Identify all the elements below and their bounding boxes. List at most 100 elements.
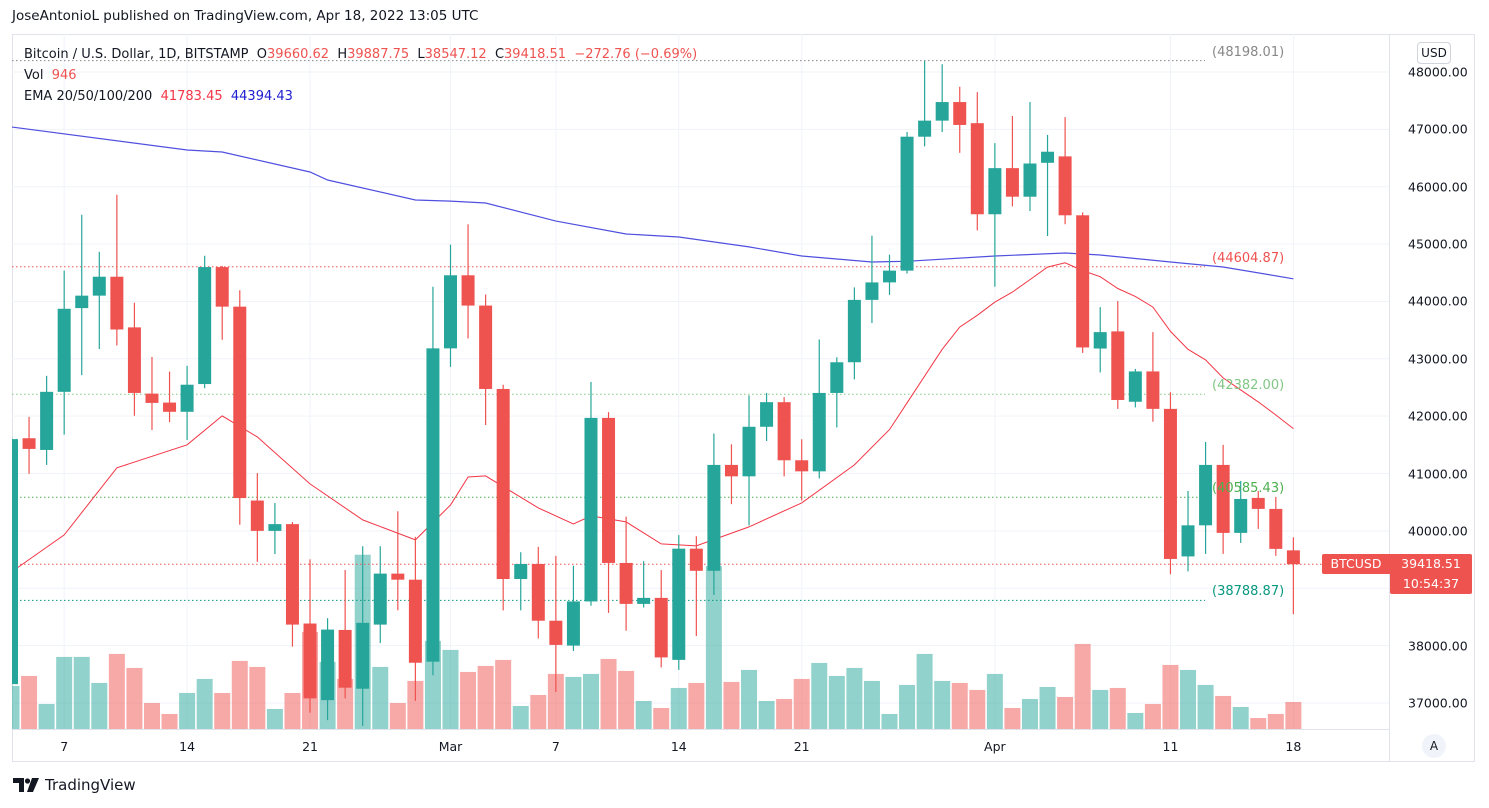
candle-body — [461, 275, 475, 306]
candle-body — [180, 384, 194, 412]
candle — [338, 570, 352, 699]
volume-bar — [1127, 712, 1144, 729]
auto-scale-button[interactable]: A — [1422, 734, 1446, 758]
candle-body — [1146, 371, 1160, 409]
time-tick-label: Apr — [984, 739, 1006, 754]
candle-body — [830, 362, 844, 393]
candle — [795, 439, 809, 501]
price-tick-label: 46000.00 — [1408, 179, 1468, 195]
candle — [356, 546, 370, 726]
candle — [444, 244, 457, 367]
candle-body — [215, 267, 229, 307]
candle-body — [1093, 332, 1107, 349]
candle — [233, 290, 247, 525]
candle — [22, 416, 36, 474]
volume-bar — [12, 685, 20, 729]
volume-legend: Vol 946 — [24, 65, 697, 86]
candle — [1269, 496, 1283, 556]
volume-bar — [56, 656, 73, 729]
volume-bar — [143, 702, 160, 729]
publish-info: JoseAntonioL published on TradingView.co… — [12, 8, 479, 24]
volume-bar — [565, 676, 582, 729]
volume-bar — [723, 681, 740, 729]
candle-body — [689, 548, 703, 571]
candle-body — [268, 524, 282, 531]
volume-bar — [1162, 664, 1179, 729]
volume-bar — [1004, 707, 1021, 729]
volume-bar — [249, 666, 266, 729]
candle — [163, 371, 177, 423]
candle — [496, 384, 510, 611]
time-tick-label: 14 — [670, 739, 687, 754]
candle — [250, 473, 264, 562]
candle-body — [321, 629, 335, 701]
currency-button[interactable]: USD — [1417, 42, 1451, 64]
volume-bar — [179, 692, 196, 729]
candle-body — [127, 327, 141, 393]
candle — [268, 503, 282, 555]
candle-body — [92, 276, 106, 296]
volume-bar — [512, 705, 529, 729]
candle — [12, 436, 18, 692]
time-tick-label: 7 — [60, 739, 69, 754]
candle-body — [1199, 464, 1213, 526]
candle-body — [935, 102, 949, 121]
candle-body — [57, 308, 71, 392]
candle — [549, 555, 563, 692]
volume-bar — [424, 640, 441, 729]
volume-bar — [389, 702, 406, 729]
candle — [918, 60, 932, 147]
candle-body — [549, 620, 563, 645]
price-level-label: (44604.87) — [1212, 250, 1285, 266]
candle — [1023, 102, 1037, 212]
candle-body — [1234, 498, 1248, 533]
candle — [988, 143, 1002, 287]
candle-body — [654, 597, 668, 658]
footer: TradingView — [13, 776, 136, 794]
candle — [1199, 441, 1213, 554]
volume-bar — [161, 713, 178, 729]
time-axis[interactable]: 7 14 21 Mar 7 14 21 Apr 11 18 — [12, 729, 1389, 763]
volume-bar — [1092, 689, 1109, 729]
price-chart[interactable] — [12, 34, 1389, 729]
time-tick-label: 18 — [1285, 739, 1302, 754]
candle — [900, 132, 914, 274]
candle — [1234, 480, 1248, 543]
candle-body — [163, 402, 177, 412]
time-tick-label: 14 — [179, 739, 196, 754]
volume-bar — [1285, 701, 1302, 729]
candle-body — [566, 601, 580, 646]
gridlines — [12, 34, 1389, 729]
candle-body — [356, 622, 370, 689]
candle — [637, 561, 651, 608]
candle — [57, 270, 71, 435]
candle — [479, 294, 493, 425]
candle-body — [531, 563, 545, 621]
candle — [145, 356, 159, 430]
tradingview-logo-icon — [13, 778, 39, 792]
ema-legend: EMA 20/50/100/200 41783.45 44394.43 — [24, 86, 697, 107]
volume-bar — [231, 660, 248, 729]
candle — [75, 214, 89, 376]
candle-body — [1128, 371, 1142, 402]
price-axis[interactable]: 48000.00 47000.00 46000.00 45000.00 44000.00… — [1389, 34, 1476, 762]
volume-bar — [284, 692, 301, 729]
candle — [1005, 115, 1019, 207]
volume-bar — [811, 662, 828, 729]
candle — [198, 255, 212, 389]
candle — [970, 92, 984, 231]
volume-bar — [741, 669, 758, 729]
volume-bar — [793, 678, 810, 729]
candle-body — [12, 439, 18, 685]
candle-body — [496, 388, 510, 580]
volume-bar — [1109, 687, 1126, 729]
price-tick-label: 48000.00 — [1408, 64, 1468, 80]
candle-body — [900, 136, 914, 271]
volume-bar — [846, 667, 863, 729]
volume-bar — [618, 670, 635, 729]
candles — [12, 60, 1300, 726]
last-price-value: 39418.51 — [1401, 556, 1461, 572]
volume-bar — [126, 667, 143, 729]
candle — [865, 235, 879, 324]
candle-body — [1251, 497, 1265, 509]
